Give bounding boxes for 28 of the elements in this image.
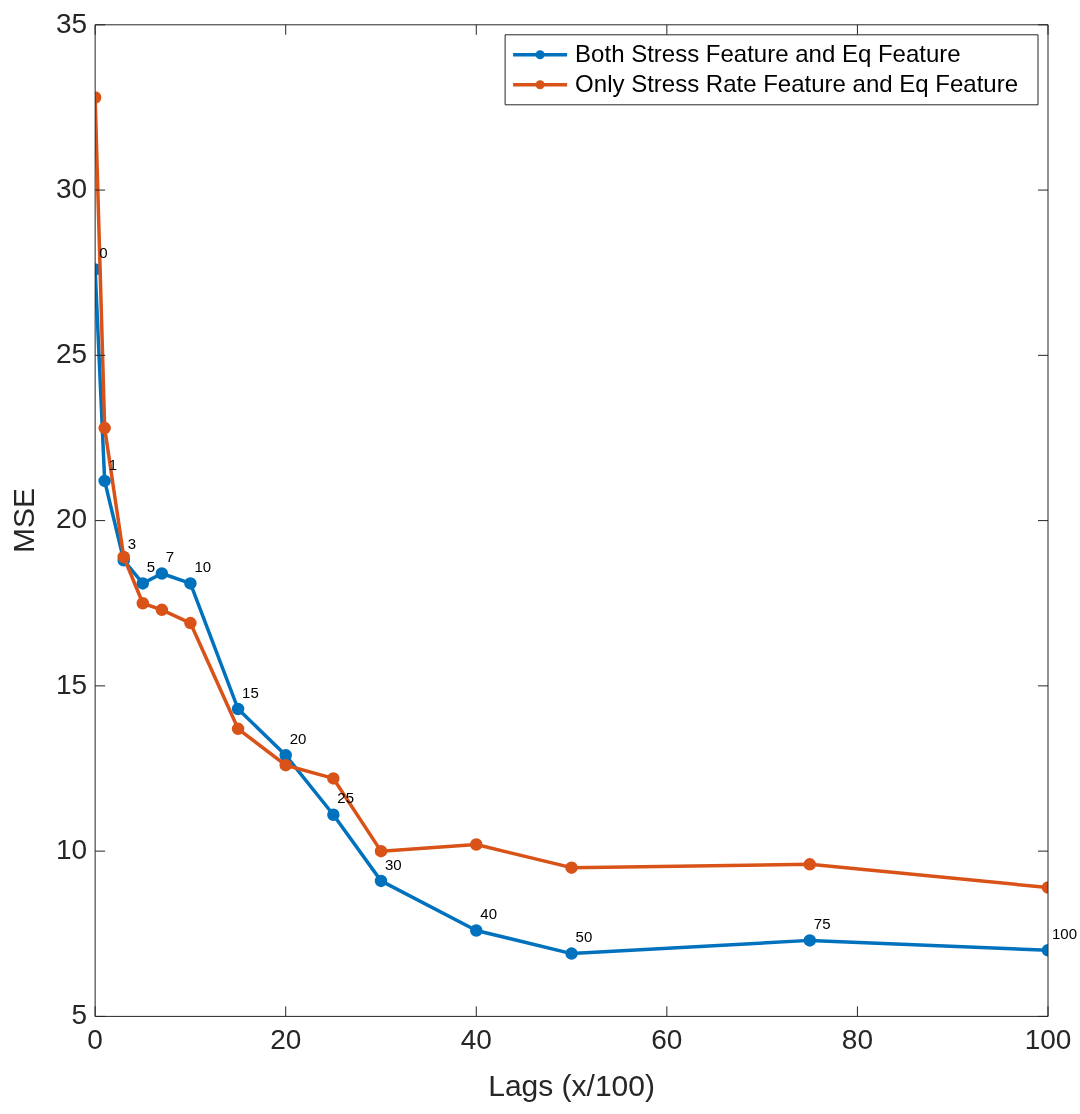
annotation: 20 [289,729,307,747]
y-tick-label: 30 [55,172,88,204]
y-tick-label: 15 [55,668,88,700]
annotation: 15 [242,683,259,701]
x-tick-label: 60 [651,1023,683,1055]
y-tick-label: 10 [55,833,88,865]
x-tick-label: 80 [841,1023,874,1055]
legend-label: Both Stress Feature and Eq Feature [575,40,961,68]
x-tick-label: 40 [460,1023,492,1055]
x-tick-label: 20 [270,1023,302,1055]
y-tick-label: 35 [55,7,88,39]
annotation: 100 [1052,924,1078,942]
legend-label: Only Stress Rate Feature and Eq Feature [575,70,1018,98]
annotation: 30 [385,855,402,873]
annotation: 75 [813,915,831,933]
annotation: 5 [146,558,156,576]
x-axis-title: Lags (x/100) [488,1069,655,1103]
annotation: 40 [480,905,497,923]
y-tick-label: 25 [55,338,88,370]
y-tick-label: 20 [55,503,88,535]
x-tick-label: 0 [87,1023,103,1055]
x-tick-label: 100 [1024,1023,1072,1055]
annotation: 7 [165,548,175,566]
y-axis-title: MSE [7,488,41,554]
annotation: 3 [127,534,137,552]
annotation: 10 [194,558,212,576]
y-tick-label: 5 [71,999,88,1031]
annotation: 50 [575,928,593,946]
